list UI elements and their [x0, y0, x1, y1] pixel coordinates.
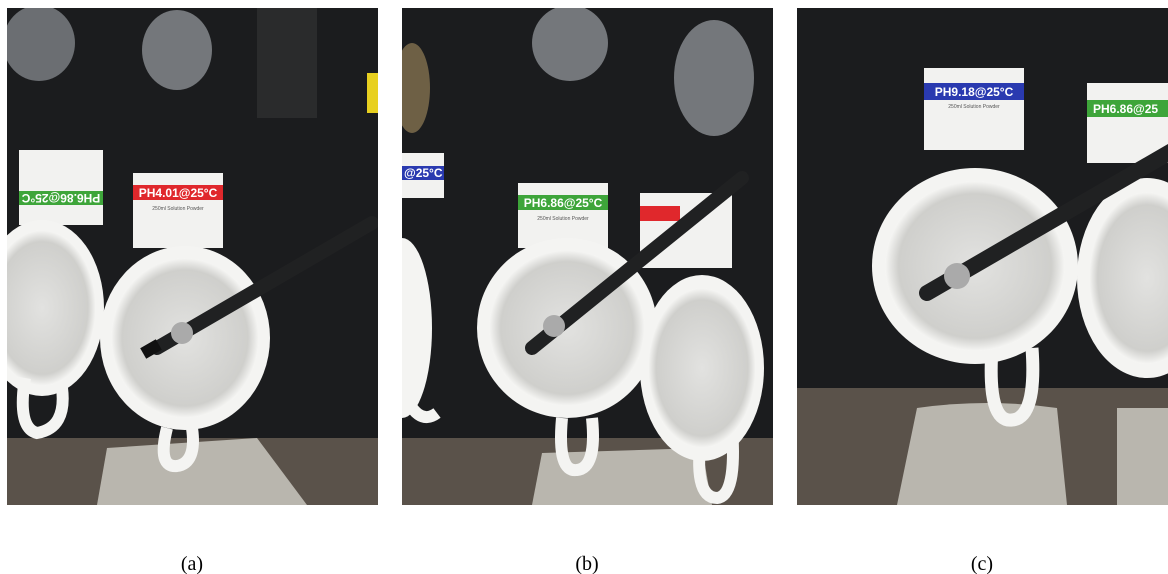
- packet-label: PH4.01@25°C: [139, 186, 218, 200]
- packet-label: PH6.86@25°C: [21, 191, 100, 205]
- packet-label: PH9.18@25°C: [935, 85, 1014, 99]
- photo-a: PH6.86@25°C PH4.01@25°C 250ml Solution P…: [7, 8, 378, 505]
- packet-label: @25°C: [404, 166, 443, 180]
- packet-sublabel: 250ml Solution Powder: [948, 104, 1000, 110]
- packet-label: PH6.86@25°C: [524, 196, 603, 210]
- packet-sublabel: 250ml Solution Powder: [537, 216, 589, 222]
- packet-label: PH6.86@25: [1093, 102, 1158, 116]
- photo-b: @25°C PH6.86@25°C 250ml Solution Powder: [402, 8, 773, 505]
- caption: (b): [575, 553, 598, 574]
- photo-c: PH9.18@25°C 250ml Solution Powder PH6.86…: [797, 8, 1168, 505]
- caption: (a): [181, 553, 203, 574]
- caption: (c): [971, 553, 993, 574]
- packet-sublabel: 250ml Solution Powder: [152, 206, 204, 212]
